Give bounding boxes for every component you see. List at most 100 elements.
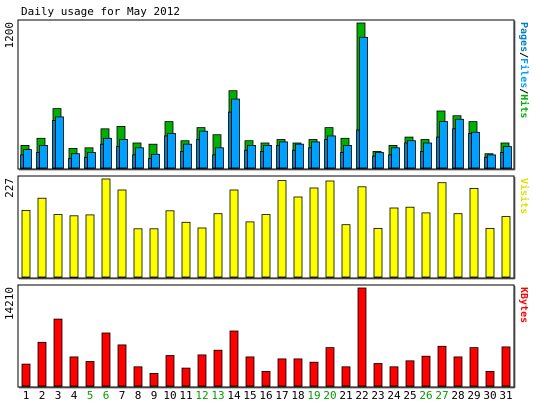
bar-pages-day-18 [292,149,296,169]
bar-files-day-23 [375,152,384,169]
bar-visits-day-16 [261,214,271,278]
bar-visits-day-1 [21,209,31,278]
y-tick-label-kbytes: 14210 [3,287,16,320]
bar-visits-day-18 [293,196,303,278]
bar-kbytes-day-22 [357,287,367,387]
bar-files-day-1 [23,149,32,169]
bar-visits-day-14 [229,189,239,278]
bar-kbytes-day-6 [101,332,111,387]
x-tick-label-day-24: 24 [387,389,401,402]
bar-visits-day-21 [341,224,351,278]
x-tick-label-day-16: 16 [259,389,272,402]
bar-files-day-9 [151,153,160,169]
bar-visits-day-22 [357,186,367,278]
x-tick-label-day-28: 28 [451,389,464,402]
bar-pages-day-3 [52,120,56,169]
bar-pages-day-12 [196,139,200,169]
bar-kbytes-day-14 [229,330,239,387]
right-label-kbytes: KBytes [518,287,529,323]
bar-kbytes-day-7 [117,344,127,387]
bar-visits-day-11 [181,221,191,278]
bar-kbytes-day-13 [213,349,223,387]
x-tick-label-day-10: 10 [163,389,176,402]
bar-files-day-19 [311,141,320,169]
panel-frame [17,284,515,388]
bar-visits-day-15 [245,221,255,278]
bar-pages-day-27 [436,136,440,169]
bar-kbytes-day-1 [21,363,31,387]
x-tick-label-day-27: 27 [435,389,448,402]
x-tick-label-day-21: 21 [339,389,352,402]
panel-visits: 227 Visits [3,175,530,280]
right-label-part: Hits [518,94,530,118]
bar-pages-day-21 [340,152,344,169]
bar-kbytes-day-12 [197,354,207,387]
bar-kbytes-day-29 [469,347,479,387]
bar-files-day-16 [263,144,272,169]
x-tick-label-day-12: 12 [195,389,208,402]
bar-files-day-31 [503,146,512,169]
bar-kbytes-day-31 [501,346,511,387]
bar-pages-day-16 [260,150,264,169]
x-tick-label-day-4: 4 [71,389,78,402]
bar-visits-day-25 [405,206,415,278]
bar-visits-day-27 [437,182,447,278]
bar-files-day-15 [247,144,256,169]
x-tick-label-day-11: 11 [179,389,192,402]
bar-files-day-17 [279,141,288,169]
bar-visits-day-24 [389,207,399,278]
bar-visits-day-28 [453,213,463,278]
bar-kbytes-day-26 [421,355,431,387]
bar-pages-day-2 [36,152,40,169]
x-tick-label-day-7: 7 [119,389,126,402]
bar-visits-day-29 [469,187,479,278]
bar-files-day-5 [87,152,96,169]
bar-kbytes-day-16 [261,370,271,387]
bar-kbytes-day-27 [437,345,447,387]
x-tick-label-day-5: 5 [87,389,94,402]
bar-kbytes-day-10 [165,355,175,387]
bar-pages-day-11 [180,150,184,169]
bar-files-day-14 [231,98,240,169]
bar-pages-day-4 [68,158,72,169]
bar-kbytes-day-28 [453,356,463,387]
x-tick-label-day-19: 19 [307,389,320,402]
right-label-visits: Visits [518,178,530,214]
bar-pages-day-6 [100,143,104,169]
bar-kbytes-day-24 [389,366,399,387]
x-tick-label-day-23: 23 [371,389,384,402]
bar-kbytes-day-4 [69,356,79,387]
bar-pages-day-9 [148,158,152,169]
x-tick-label-day-6: 6 [103,389,110,402]
bar-files-day-24 [391,147,400,169]
x-tick-label-day-8: 8 [135,389,142,402]
bar-pages-day-26 [420,150,424,169]
x-tick-label-day-14: 14 [227,389,241,402]
x-tick-label-day-25: 25 [403,389,416,402]
x-tick-label-day-2: 2 [39,389,46,402]
bar-visits-day-26 [421,212,431,278]
bar-visits-day-7 [117,189,127,278]
panel-kbytes: 14210 KBytes [3,284,529,389]
bar-kbytes-day-15 [245,356,255,387]
bar-files-day-6 [103,137,112,169]
bar-pages-day-10 [164,135,168,169]
bar-visits-day-20 [325,180,335,278]
right-label-part: / [518,52,529,58]
bar-kbytes-day-20 [325,347,335,387]
x-tick-label-day-3: 3 [55,389,62,402]
bar-visits-day-4 [69,215,79,278]
bar-pages-day-23 [372,155,376,169]
bar-files-day-25 [407,140,416,169]
bar-pages-day-1 [20,154,24,169]
bar-files-day-27 [439,121,448,169]
bar-pages-day-22 [356,129,360,169]
x-tick-label-day-26: 26 [419,389,432,402]
right-label-part: / [518,88,529,94]
x-tick-label-day-17: 17 [275,389,288,402]
panel-hits-files-pages: 1200 Pages/Files/Hits [3,19,530,171]
right-label-part: Visits [518,178,530,214]
bar-kbytes-day-21 [341,366,351,387]
bar-pages-day-30 [484,156,488,169]
